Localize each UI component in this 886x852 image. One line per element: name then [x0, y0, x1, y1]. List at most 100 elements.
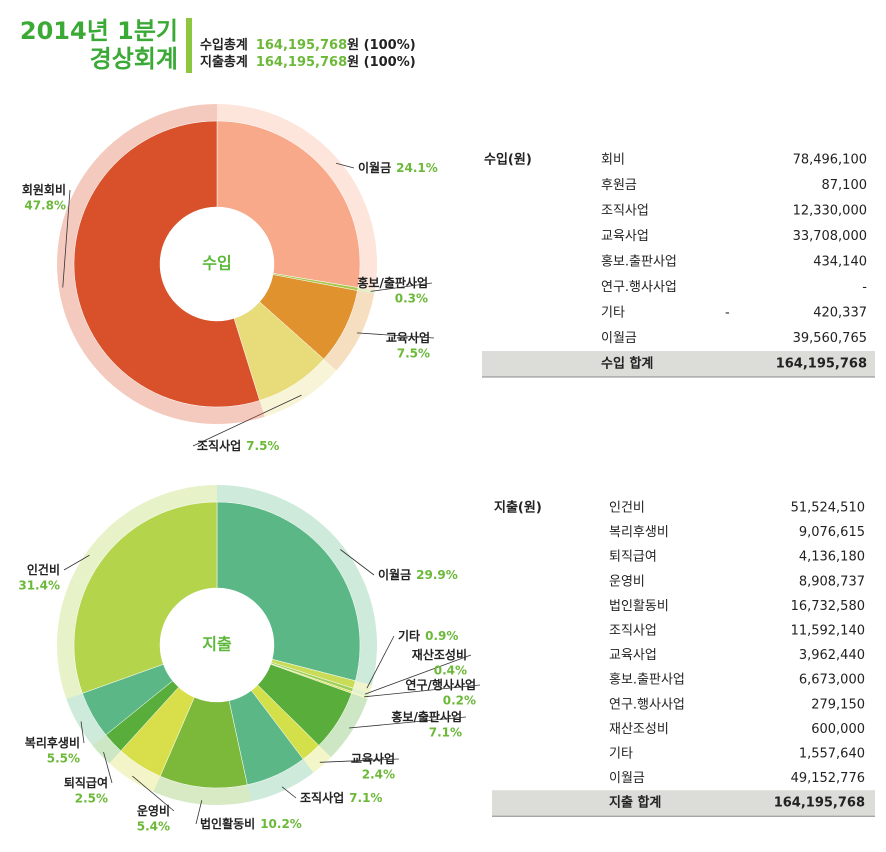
leader-line — [370, 282, 433, 292]
table-item: 연구.행사사업 — [601, 279, 677, 295]
pie-center-label: 수입 — [202, 254, 231, 273]
slice-label: 재산조성비 — [412, 647, 467, 662]
table-item: 퇴직급여 — [609, 550, 657, 565]
pie-ring-slice — [92, 734, 121, 764]
pie-hole — [160, 207, 274, 321]
slice-label: 조직사업 7.1% — [300, 790, 382, 805]
slice-name: 이월금 — [378, 567, 411, 582]
pie-ring-slice — [353, 680, 372, 694]
slice-label: 퇴직급여 — [64, 775, 108, 790]
slice-name: 인건비 — [27, 562, 60, 577]
table-amount: 3,962,440 — [799, 648, 865, 663]
slice-name: 조직사업 — [197, 438, 241, 453]
table-item: 교육사업 — [601, 229, 649, 244]
leader-line — [132, 775, 175, 812]
table-item: 기타 — [601, 306, 625, 321]
table-item: 조직사업 — [609, 624, 657, 639]
slice-percent: 29.9% — [416, 568, 458, 582]
slice-name: 연구/행사사업 — [405, 677, 476, 692]
slice-name: 이월금 — [358, 160, 391, 175]
slice-percent: 47.8% — [24, 199, 66, 213]
leader-line — [366, 635, 395, 689]
leader-line — [192, 394, 302, 447]
table-amount: 87,100 — [822, 178, 868, 193]
slice-label: 회원회비 — [22, 182, 66, 197]
slice-label: 법인활동비 10.2% — [200, 816, 302, 831]
table-item: 교육사업 — [609, 648, 657, 663]
pie-ring-slice — [109, 750, 161, 792]
total-item: 지출 합계 — [609, 795, 661, 811]
slice-percent: 7.5% — [397, 347, 430, 361]
slice-percent: 0.4% — [434, 664, 467, 678]
pie-ring-slice — [247, 759, 314, 802]
total-band — [492, 790, 875, 817]
pie-ring-slice — [318, 693, 368, 758]
pie-ring-slice — [56, 485, 218, 700]
summary-suffix: 원 (100%) — [347, 38, 416, 53]
table-amount: 9,076,615 — [799, 525, 865, 540]
slice-percent: 7.1% — [429, 726, 462, 740]
pie-ring-slice — [303, 745, 331, 773]
leader-line — [364, 684, 481, 698]
slice-percent: 7.5% — [246, 439, 279, 453]
table-amount: 600,000 — [811, 722, 865, 737]
title-bar — [186, 18, 192, 73]
slice-name: 기타 — [398, 628, 420, 643]
slice-percent: 0.2% — [443, 694, 476, 708]
slice-label: 홍보/출판사업 — [391, 709, 462, 724]
leader-line — [281, 786, 297, 799]
table-amount: 6,673,000 — [799, 673, 865, 688]
pie-ring-slice — [351, 691, 369, 700]
slice-percent: 31.4% — [18, 579, 60, 593]
total-amount: 164,195,768 — [774, 796, 865, 811]
slice-percent: 24.1% — [396, 161, 438, 175]
table-item: 기타 — [609, 747, 633, 762]
table-note: - — [725, 306, 730, 321]
leader-line — [349, 716, 467, 729]
summary-suffix: 원 (100%) — [347, 55, 416, 70]
slice-label: 운영비 — [137, 803, 170, 818]
table-amount: 49,152,776 — [791, 771, 865, 786]
slice-label: 교육사업 — [386, 330, 430, 345]
slice-label: 기타 0.9% — [398, 628, 458, 643]
leader-line — [356, 332, 435, 339]
leader-line — [63, 554, 90, 571]
slice-percent: 2.4% — [362, 768, 395, 782]
slice-label: 인건비 — [27, 562, 60, 577]
total-amount: 164,195,768 — [776, 357, 867, 372]
table-amount: 12,330,000 — [793, 204, 867, 219]
summary-line: 지출총계 164,195,768원 (100%) — [200, 54, 416, 70]
pie-ring-slice — [66, 693, 106, 746]
table-amount: 8,908,737 — [799, 574, 865, 589]
summary-amount: 164,195,768 — [256, 55, 347, 70]
slice-label: 이월금 24.1% — [358, 160, 438, 175]
slice-name: 교육사업 — [386, 330, 430, 345]
pie-ring-slice — [217, 104, 377, 291]
slice-name: 재산조성비 — [412, 647, 467, 662]
leader-line — [319, 758, 400, 763]
table-amount: 420,337 — [813, 306, 867, 321]
summary-label: 지출총계 — [200, 54, 248, 70]
table-item: 인건비 — [609, 501, 645, 516]
table-heading: 수입(원) — [484, 153, 532, 168]
summary-line: 수입총계 164,195,768원 (100%) — [200, 37, 416, 53]
leader-line — [364, 654, 472, 695]
table-item: 홍보.출판사업 — [609, 673, 685, 688]
pie-ring-slice — [259, 359, 337, 417]
table-item: 연구.행사사업 — [609, 696, 685, 712]
slice-label: 홍보/출판사업 — [357, 275, 428, 290]
table-item: 홍보.출판사업 — [601, 255, 677, 270]
slice-percent: 10.2% — [260, 817, 302, 831]
table-amount: 1,557,640 — [799, 747, 865, 762]
slice-percent: 5.5% — [47, 752, 80, 766]
slice-label: 복리후생비 — [25, 735, 80, 750]
slice-name: 홍보/출판사업 — [357, 275, 428, 290]
slice-percent: 5.4% — [137, 820, 170, 834]
leader-line — [335, 162, 355, 169]
pie-center-label: 지출 — [202, 635, 232, 654]
table-item: 이월금 — [601, 331, 637, 346]
slice-name: 조직사업 — [300, 790, 344, 805]
pie-ring-slice — [357, 287, 375, 294]
